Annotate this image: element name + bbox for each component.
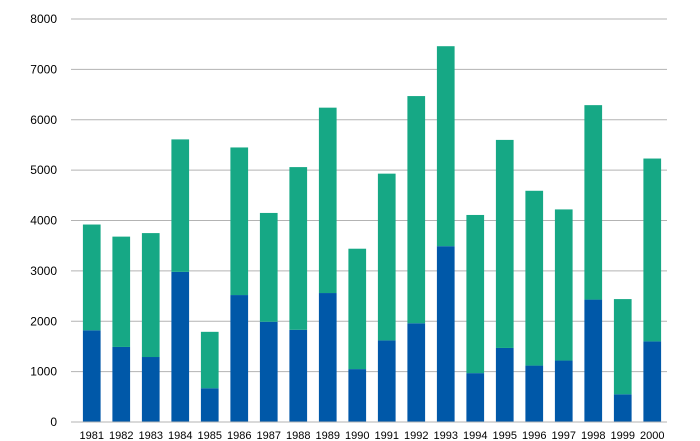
bar-segment-1984-s1 — [171, 271, 190, 422]
bar-segment-2000-s2 — [643, 158, 662, 342]
bar-segment-1989-s1 — [318, 293, 337, 422]
bar-segment-1992-s1 — [407, 323, 426, 422]
x-tick-label: 1998 — [581, 430, 605, 441]
x-tick-label: 1996 — [522, 430, 546, 441]
bar-segment-1982-s1 — [112, 346, 131, 422]
y-tick-label: 3000 — [30, 264, 57, 278]
bar-segment-1990-s2 — [348, 248, 367, 370]
bar-segment-1986-s2 — [230, 147, 249, 296]
bar-segment-1996-s2 — [525, 190, 544, 366]
bar-segment-1986-s1 — [230, 295, 249, 422]
bar-segment-1992-s2 — [407, 96, 426, 324]
bar-segment-1990-s1 — [348, 369, 367, 422]
bar-segment-1996-s1 — [525, 365, 544, 422]
x-tick-label: 1991 — [375, 430, 399, 441]
bar-segment-1988-s2 — [289, 167, 308, 330]
x-tick-label: 2000 — [640, 430, 664, 441]
bar-segment-1995-s2 — [495, 139, 514, 348]
y-tick-label: 0 — [50, 415, 57, 429]
bar-segment-1982-s2 — [112, 236, 131, 347]
x-tick-label: 1987 — [257, 430, 281, 441]
bar-segment-1983-s2 — [141, 233, 160, 358]
bar-segment-1981-s1 — [82, 330, 101, 422]
x-tick-label: 1995 — [493, 430, 517, 441]
gridlines — [71, 18, 667, 423]
x-tick-label: 1988 — [286, 430, 310, 441]
x-tick-label: 1984 — [168, 430, 192, 441]
y-tick-label: 8000 — [30, 12, 57, 26]
bar-segment-1987-s2 — [259, 212, 278, 322]
bar-segment-1993-s1 — [436, 246, 455, 422]
bar-segment-1998-s1 — [584, 299, 603, 422]
bar-segment-1981-s2 — [82, 224, 101, 331]
x-tick-label: 1982 — [109, 430, 133, 441]
bar-segment-1999-s2 — [613, 299, 632, 395]
bar-segment-1987-s1 — [259, 321, 278, 422]
x-tick-label: 1983 — [139, 430, 163, 441]
bar-segment-1984-s2 — [171, 139, 190, 272]
y-tick-label: 5000 — [30, 163, 57, 177]
bar-segment-1988-s1 — [289, 329, 308, 422]
y-tick-label: 2000 — [30, 314, 57, 328]
bar-segment-1997-s2 — [554, 209, 573, 361]
bar-segment-1995-s1 — [495, 347, 514, 422]
x-axis-ticks: 1981 1982 1983 1984 1985 1986 1987 1988 1989 1990… — [80, 430, 665, 441]
bar-segment-1983-s1 — [141, 357, 160, 422]
bar-segment-1994-s2 — [466, 214, 485, 374]
x-tick-label: 1985 — [198, 430, 222, 441]
bar-segment-1985-s1 — [200, 388, 219, 422]
y-axis-ticks: 0 1000 2000 3000 4000 5000 6000 7000 8000 — [30, 12, 57, 429]
y-tick-label: 6000 — [30, 113, 57, 127]
x-tick-label: 1994 — [463, 430, 487, 441]
y-tick-label: 1000 — [30, 365, 57, 379]
y-tick-label: 4000 — [30, 214, 57, 228]
bar-segment-1991-s1 — [377, 340, 396, 422]
x-tick-label: 1997 — [552, 430, 576, 441]
bars — [82, 46, 662, 422]
x-tick-label: 1993 — [434, 430, 458, 441]
bar-segment-1997-s1 — [554, 360, 573, 422]
bar-segment-1999-s1 — [613, 394, 632, 422]
x-tick-label: 1989 — [316, 430, 340, 441]
bar-segment-2000-s1 — [643, 341, 662, 422]
x-tick-label: 1992 — [404, 430, 428, 441]
bar-segment-1998-s2 — [584, 105, 603, 300]
x-tick-label: 1999 — [611, 430, 635, 441]
y-tick-label: 7000 — [30, 62, 57, 76]
bar-segment-1993-s2 — [436, 46, 455, 247]
x-tick-label: 1981 — [80, 430, 104, 441]
bar-segment-1985-s2 — [200, 331, 219, 389]
x-tick-label: 1990 — [345, 430, 369, 441]
bar-segment-1989-s2 — [318, 107, 337, 294]
x-tick-label: 1986 — [227, 430, 251, 441]
bar-segment-1994-s1 — [466, 373, 485, 422]
bar-segment-1991-s2 — [377, 173, 396, 341]
